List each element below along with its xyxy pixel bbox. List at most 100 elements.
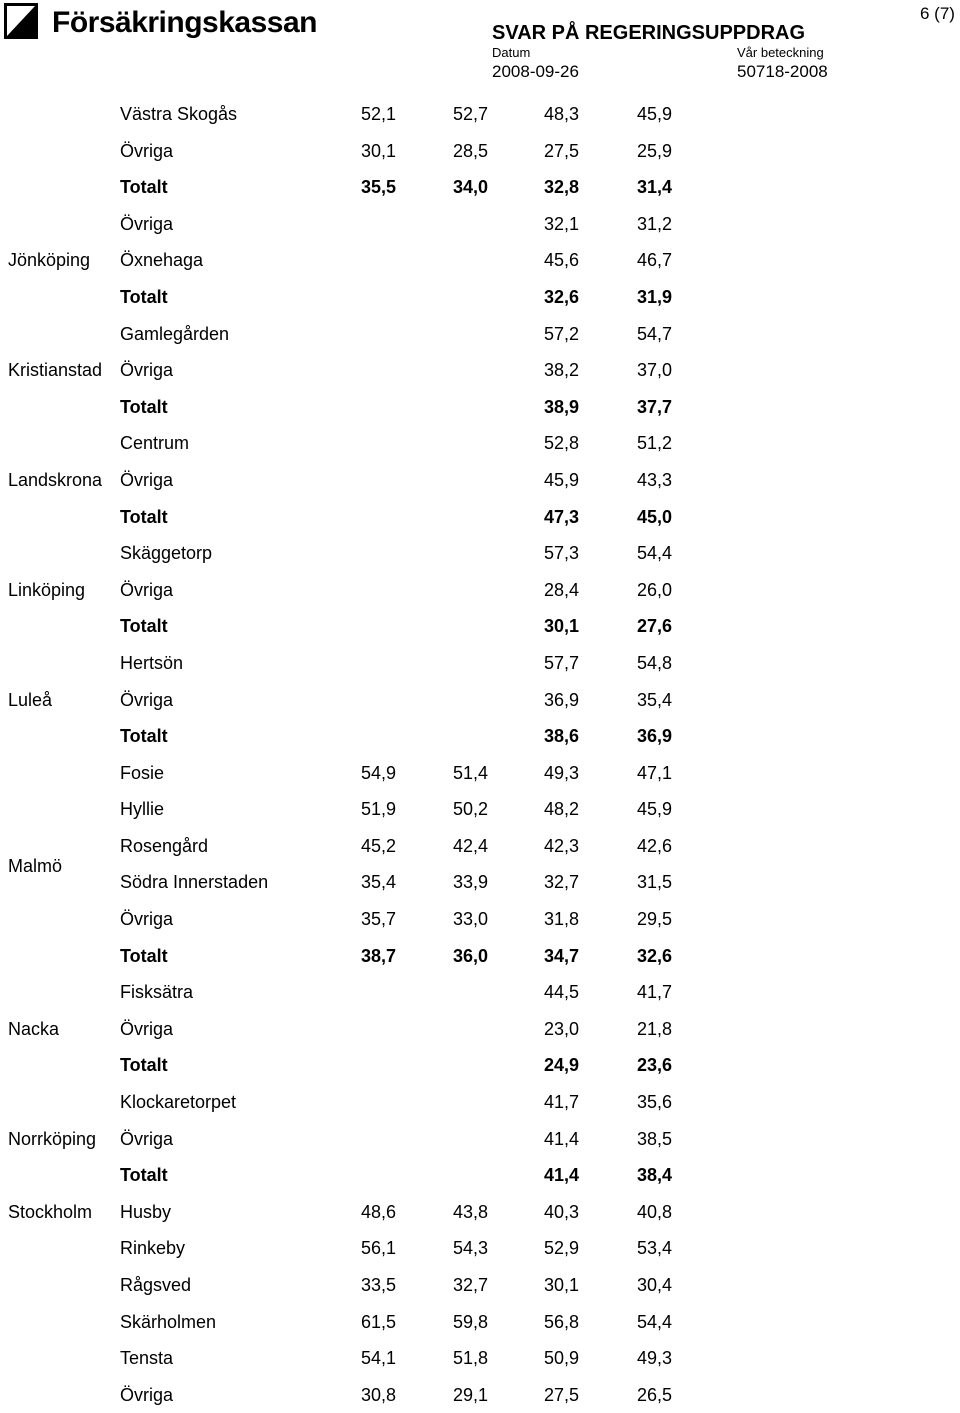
table-row: Norrköping Övriga 41,4 38,5 <box>0 1121 960 1158</box>
value-cell: 54,4 <box>636 543 672 564</box>
table-row: Skäggetorp 57,3 54,4 <box>0 535 960 572</box>
area-cell: Husby <box>120 1201 172 1222</box>
city-cell: Landskrona <box>8 469 103 490</box>
value-cell: 40,8 <box>636 1201 672 1222</box>
value-cell: 38,6 <box>543 726 579 747</box>
city-cell: Luleå <box>8 689 53 710</box>
value-cell: 45,9 <box>636 799 672 820</box>
value-cell: 24,9 <box>543 1055 579 1076</box>
value-cell: 35,5 <box>360 177 396 198</box>
value-cell: 25,9 <box>636 140 672 161</box>
area-cell: Övriga <box>120 909 174 930</box>
value-cell: 30,4 <box>636 1275 672 1295</box>
area-cell: Totalt <box>120 177 168 198</box>
value-cell: 37,7 <box>636 396 672 417</box>
value-cell: 54,7 <box>636 323 672 344</box>
table-row-total: Totalt 24,9 23,6 <box>0 1047 960 1084</box>
city-cell: Kristianstad <box>8 360 103 381</box>
area-cell: Övriga <box>120 213 174 234</box>
area-cell: Öxnehaga <box>120 250 204 271</box>
table-row-total: Totalt 30,1 27,6 <box>0 608 960 645</box>
value-cell: 34,7 <box>543 945 579 966</box>
value-cell: 27,5 <box>543 1384 579 1405</box>
value-cell: 45,6 <box>543 250 579 271</box>
value-cell: 42,3 <box>543 835 579 856</box>
table-row: Hyllie 51,9 50,2 48,2 45,9 <box>0 791 960 828</box>
value-cell: 43,3 <box>636 469 672 490</box>
table-row-total: Totalt 41,4 38,4 <box>0 1157 960 1194</box>
value-cell: 57,3 <box>543 543 579 564</box>
value-cell: 45,0 <box>636 506 672 527</box>
city-cell: Stockholm <box>8 1201 93 1222</box>
table-row: Landskrona Övriga 45,9 43,3 <box>0 462 960 499</box>
value-cell: 54,3 <box>452 1238 488 1259</box>
logo-text: Försäkringskassan <box>52 6 317 39</box>
table-row: Luleå Övriga 36,9 35,4 <box>0 682 960 719</box>
value-cell: 61,5 <box>360 1311 396 1332</box>
table-row: Rinkeby 56,1 54,3 52,9 53,4 <box>0 1230 960 1267</box>
datum-value: 2008-09-26 <box>492 62 579 81</box>
value-cell: 49,3 <box>636 1348 672 1369</box>
value-cell: 42,4 <box>452 835 488 856</box>
value-cell: 36,9 <box>543 689 579 710</box>
page-number: 6 (7) <box>920 4 955 23</box>
value-cell: 54,4 <box>636 1311 672 1332</box>
area-cell: Övriga <box>120 1018 174 1039</box>
area-cell: Rosengård <box>120 835 209 856</box>
table-row: Hertsön 57,7 54,8 <box>0 645 960 682</box>
table-row: Linköping Övriga 28,4 26,0 <box>0 572 960 609</box>
area-cell: Hertsön <box>120 652 184 673</box>
value-cell: 27,6 <box>636 616 672 637</box>
area-cell: Totalt <box>120 616 168 637</box>
table-row: Gamlegården 57,2 54,7 <box>0 316 960 353</box>
value-cell: 38,4 <box>636 1165 672 1186</box>
area-cell: Södra Innerstaden <box>120 872 269 893</box>
reference-value: 50718-2008 <box>737 62 828 81</box>
value-cell: 23,6 <box>636 1055 672 1076</box>
value-cell: 49,3 <box>543 762 579 783</box>
city-label-malmo: Malmö <box>8 856 63 876</box>
value-cell: 38,9 <box>543 396 579 417</box>
value-cell: 32,1 <box>543 213 579 234</box>
value-cell: 43,8 <box>452 1201 488 1222</box>
value-cell: 30,1 <box>543 616 579 637</box>
value-cell: 32,6 <box>636 945 672 966</box>
value-cell: 33,9 <box>452 872 488 893</box>
value-cell: 30,1 <box>360 140 396 161</box>
table-row: Jönköping Öxnehaga 45,6 46,7 <box>0 242 960 279</box>
value-cell: 31,8 <box>543 909 579 930</box>
table-row-total: Totalt 38,7 36,0 34,7 32,6 <box>0 938 960 975</box>
value-cell: 41,7 <box>636 982 672 1003</box>
value-cell: 31,5 <box>636 872 672 893</box>
area-cell: Rinkeby <box>120 1238 186 1259</box>
table-row: Rosengård 45,2 42,4 42,3 42,6 <box>0 828 960 865</box>
value-cell: 29,1 <box>452 1384 488 1405</box>
value-cell: 26,0 <box>636 579 672 600</box>
value-cell: 51,9 <box>360 799 396 820</box>
table-row: Nacka Övriga 23,0 21,8 <box>0 1011 960 1048</box>
area-cell: Övriga <box>120 1384 174 1405</box>
table-row: Skärholmen 61,5 59,8 56,8 54,4 <box>0 1304 960 1341</box>
area-cell: Totalt <box>120 726 168 747</box>
value-cell: 54,8 <box>636 652 672 673</box>
value-cell: 48,2 <box>543 799 579 820</box>
table-row: Övriga 30,8 29,1 27,5 26,5 <box>0 1377 960 1413</box>
area-cell: Klockaretorpet <box>120 1092 237 1113</box>
value-cell: 31,9 <box>636 286 672 307</box>
city-cell: Linköping <box>8 579 86 600</box>
value-cell: 26,5 <box>636 1384 672 1405</box>
value-cell: 51,4 <box>452 762 488 783</box>
reference-label: Vår beteckning <box>737 45 824 60</box>
area-cell: Hyllie <box>120 799 165 820</box>
table-row-total: Totalt 32,6 31,9 <box>0 279 960 316</box>
table-row: Västra Skogås 52,1 52,7 48,3 45,9 <box>0 96 960 133</box>
area-cell: Totalt <box>120 286 168 307</box>
value-cell: 56,8 <box>543 1311 579 1332</box>
table-row-total: Totalt 38,9 37,7 <box>0 389 960 426</box>
table-row: Tensta 54,1 51,8 50,9 49,3 <box>0 1340 960 1377</box>
value-cell: 47,3 <box>543 506 579 527</box>
table-row-total: Totalt 35,5 34,0 32,8 31,4 <box>0 169 960 206</box>
value-cell: 45,9 <box>543 469 579 490</box>
area-cell: Västra Skogås <box>120 104 238 124</box>
value-cell: 27,5 <box>543 140 579 161</box>
